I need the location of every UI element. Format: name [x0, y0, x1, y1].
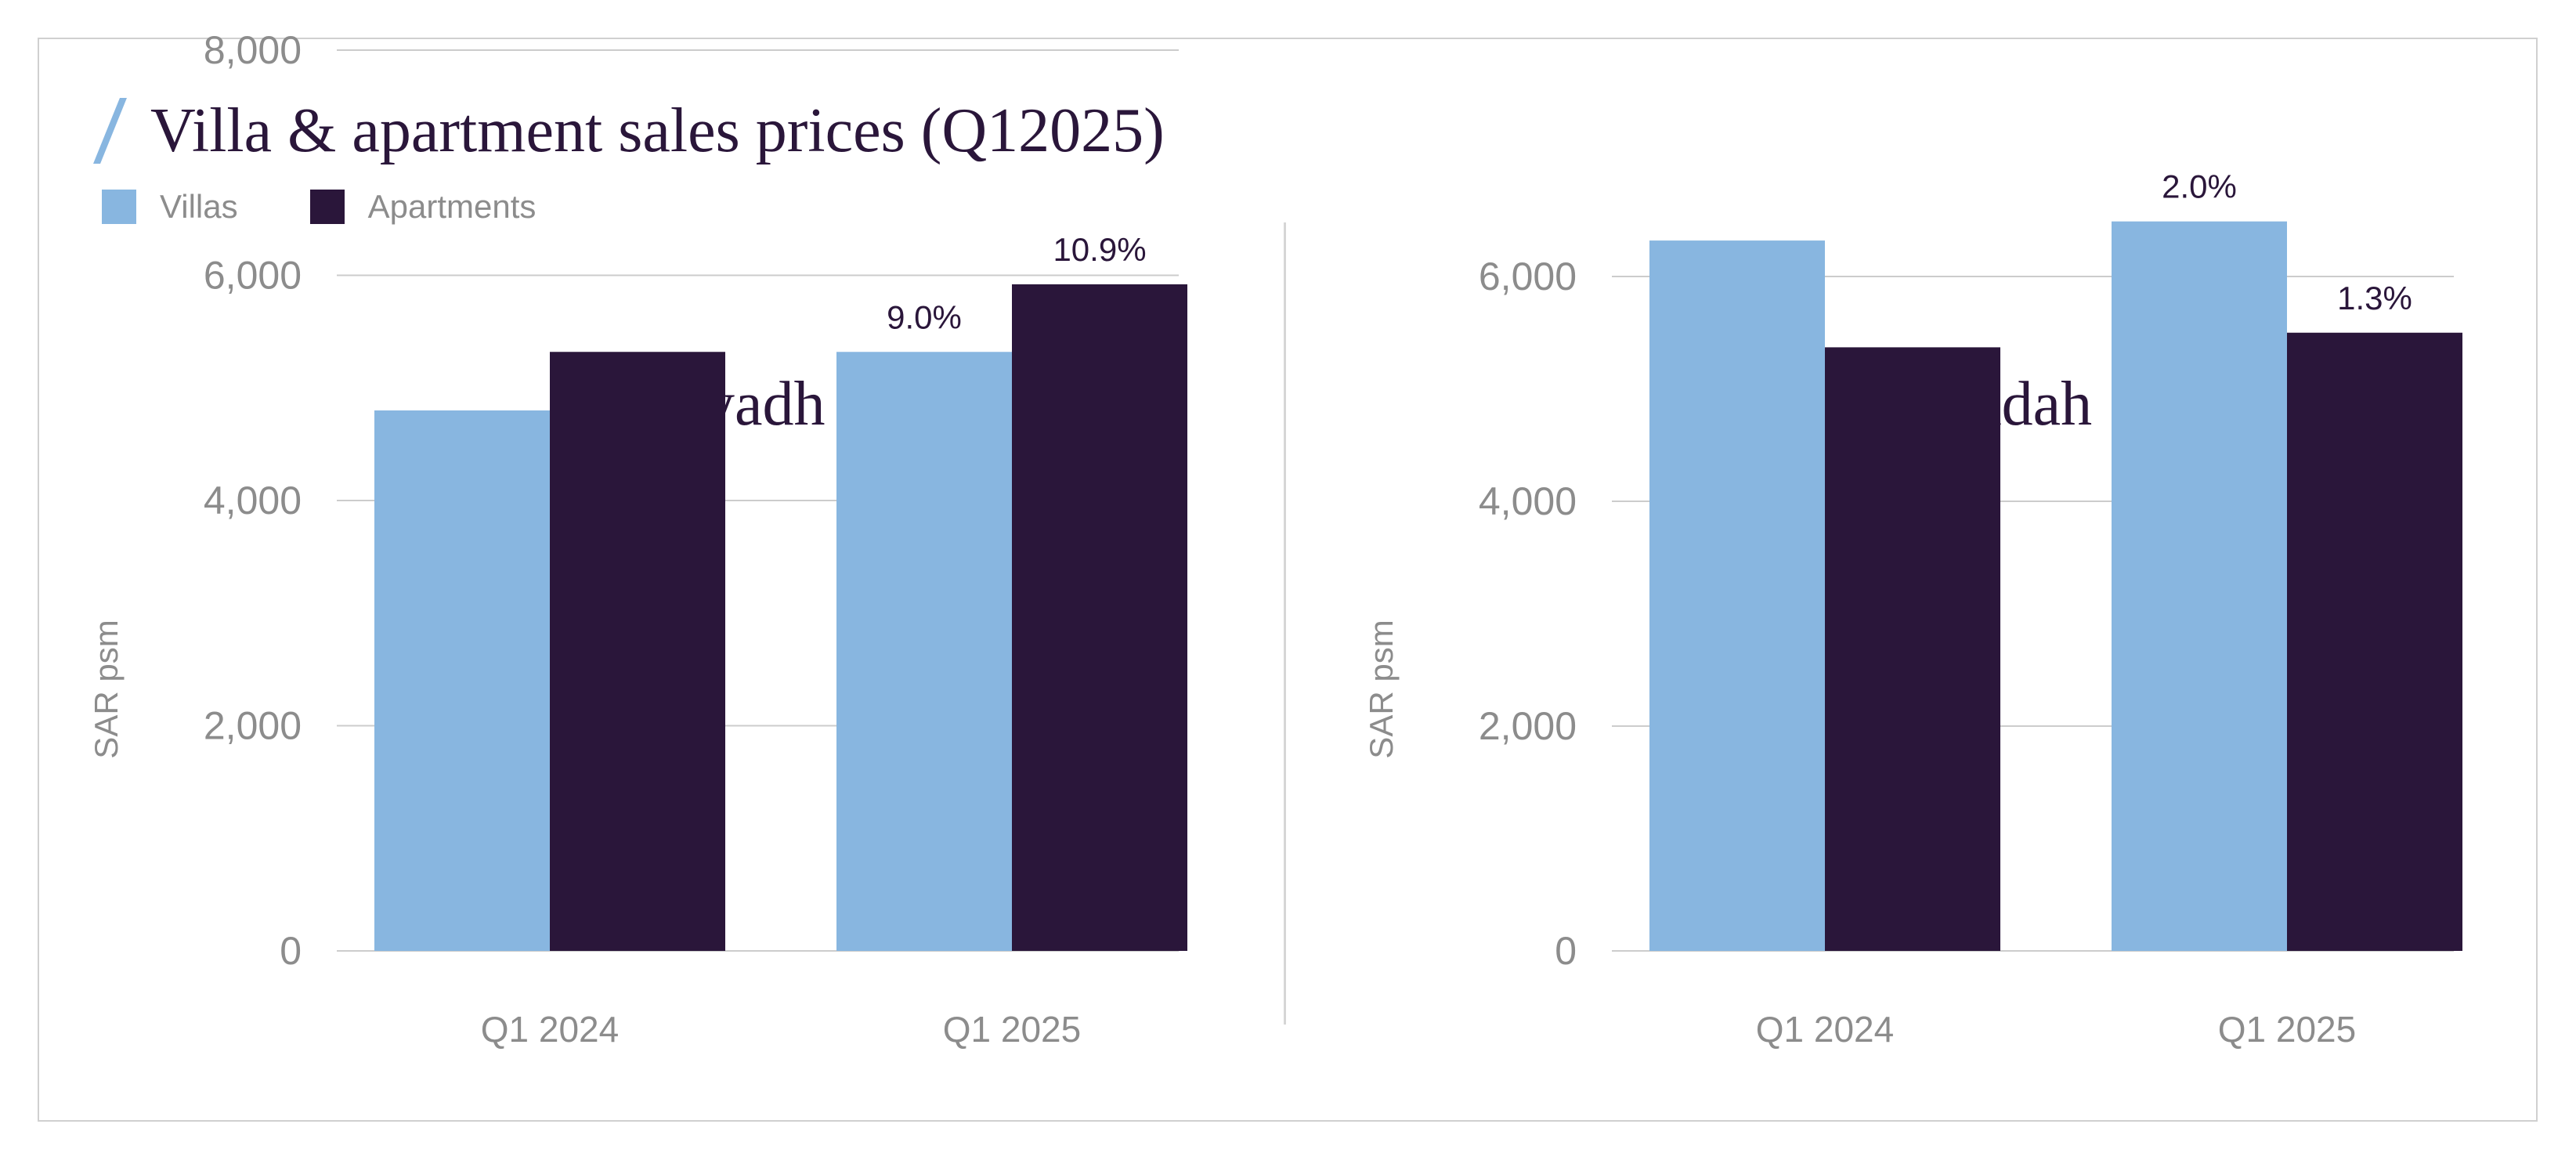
- jeddah-bar-apartments-q1-2024: [1825, 347, 2000, 951]
- jeddah-bar-apartments-q1-2025: [2287, 332, 2462, 951]
- riyadh-y-tick-label: 8,000: [204, 28, 302, 72]
- riyadh-data-label-apartments: 10.9%: [1053, 231, 1146, 268]
- jeddah-y-tick-label: 2,000: [1479, 704, 1577, 748]
- jeddah-y-tick-label: 0: [1555, 929, 1577, 973]
- riyadh-y-tick-label: 6,000: [204, 254, 302, 298]
- jeddah-x-tick-label: Q1 2025: [2218, 1009, 2356, 1050]
- riyadh-y-tick-label: 0: [280, 929, 302, 973]
- legend-swatch-apartments: [309, 190, 345, 224]
- jeddah-data-label-apartments: 1.3%: [2337, 280, 2412, 316]
- figure-header: Villa & apartment sales prices (Q12025): [92, 88, 1165, 174]
- riyadh-bar-villas-q1-2025: [836, 352, 1012, 951]
- riyadh-y-axis-label: SAR psm: [88, 620, 125, 758]
- riyadh-x-tick-label: Q1 2024: [481, 1009, 619, 1050]
- riyadh-bar-villas-q1-2024: [374, 410, 550, 951]
- figure-title: Villa & apartment sales prices (Q12025): [150, 96, 1165, 165]
- legend: Villas Apartments: [102, 188, 608, 226]
- riyadh-y-tick-label: 4,000: [204, 479, 302, 522]
- chart-divider: [1284, 222, 1286, 1025]
- riyadh-x-tick-label: Q1 2025: [943, 1009, 1081, 1050]
- jeddah-y-axis-label: SAR psm: [1363, 620, 1400, 758]
- legend-label-villas: Villas: [160, 188, 238, 225]
- jeddah-y-tick-label: 4,000: [1479, 479, 1577, 523]
- jeddah-bar-villas-q1-2025: [2112, 221, 2287, 951]
- jeddah-x-tick-label: Q1 2024: [1756, 1009, 1894, 1050]
- riyadh-bar-apartments-q1-2024: [550, 352, 725, 951]
- jeddah-y-tick-label: 6,000: [1479, 255, 1577, 298]
- legend-item-villas: Villas: [102, 188, 238, 226]
- legend-label-apartments: Apartments: [367, 188, 537, 225]
- legend-item-apartments: Apartments: [309, 188, 537, 226]
- legend-swatch-villas: [102, 190, 136, 224]
- riyadh-y-tick-label: 2,000: [204, 704, 302, 748]
- riyadh-bar-apartments-q1-2025: [1012, 284, 1187, 951]
- jeddah-bar-villas-q1-2024: [1649, 240, 1825, 952]
- riyadh-data-label-villas: 9.0%: [887, 298, 962, 335]
- figure-frame: [38, 38, 2538, 1122]
- jeddah-data-label-villas: 2.0%: [2162, 168, 2237, 205]
